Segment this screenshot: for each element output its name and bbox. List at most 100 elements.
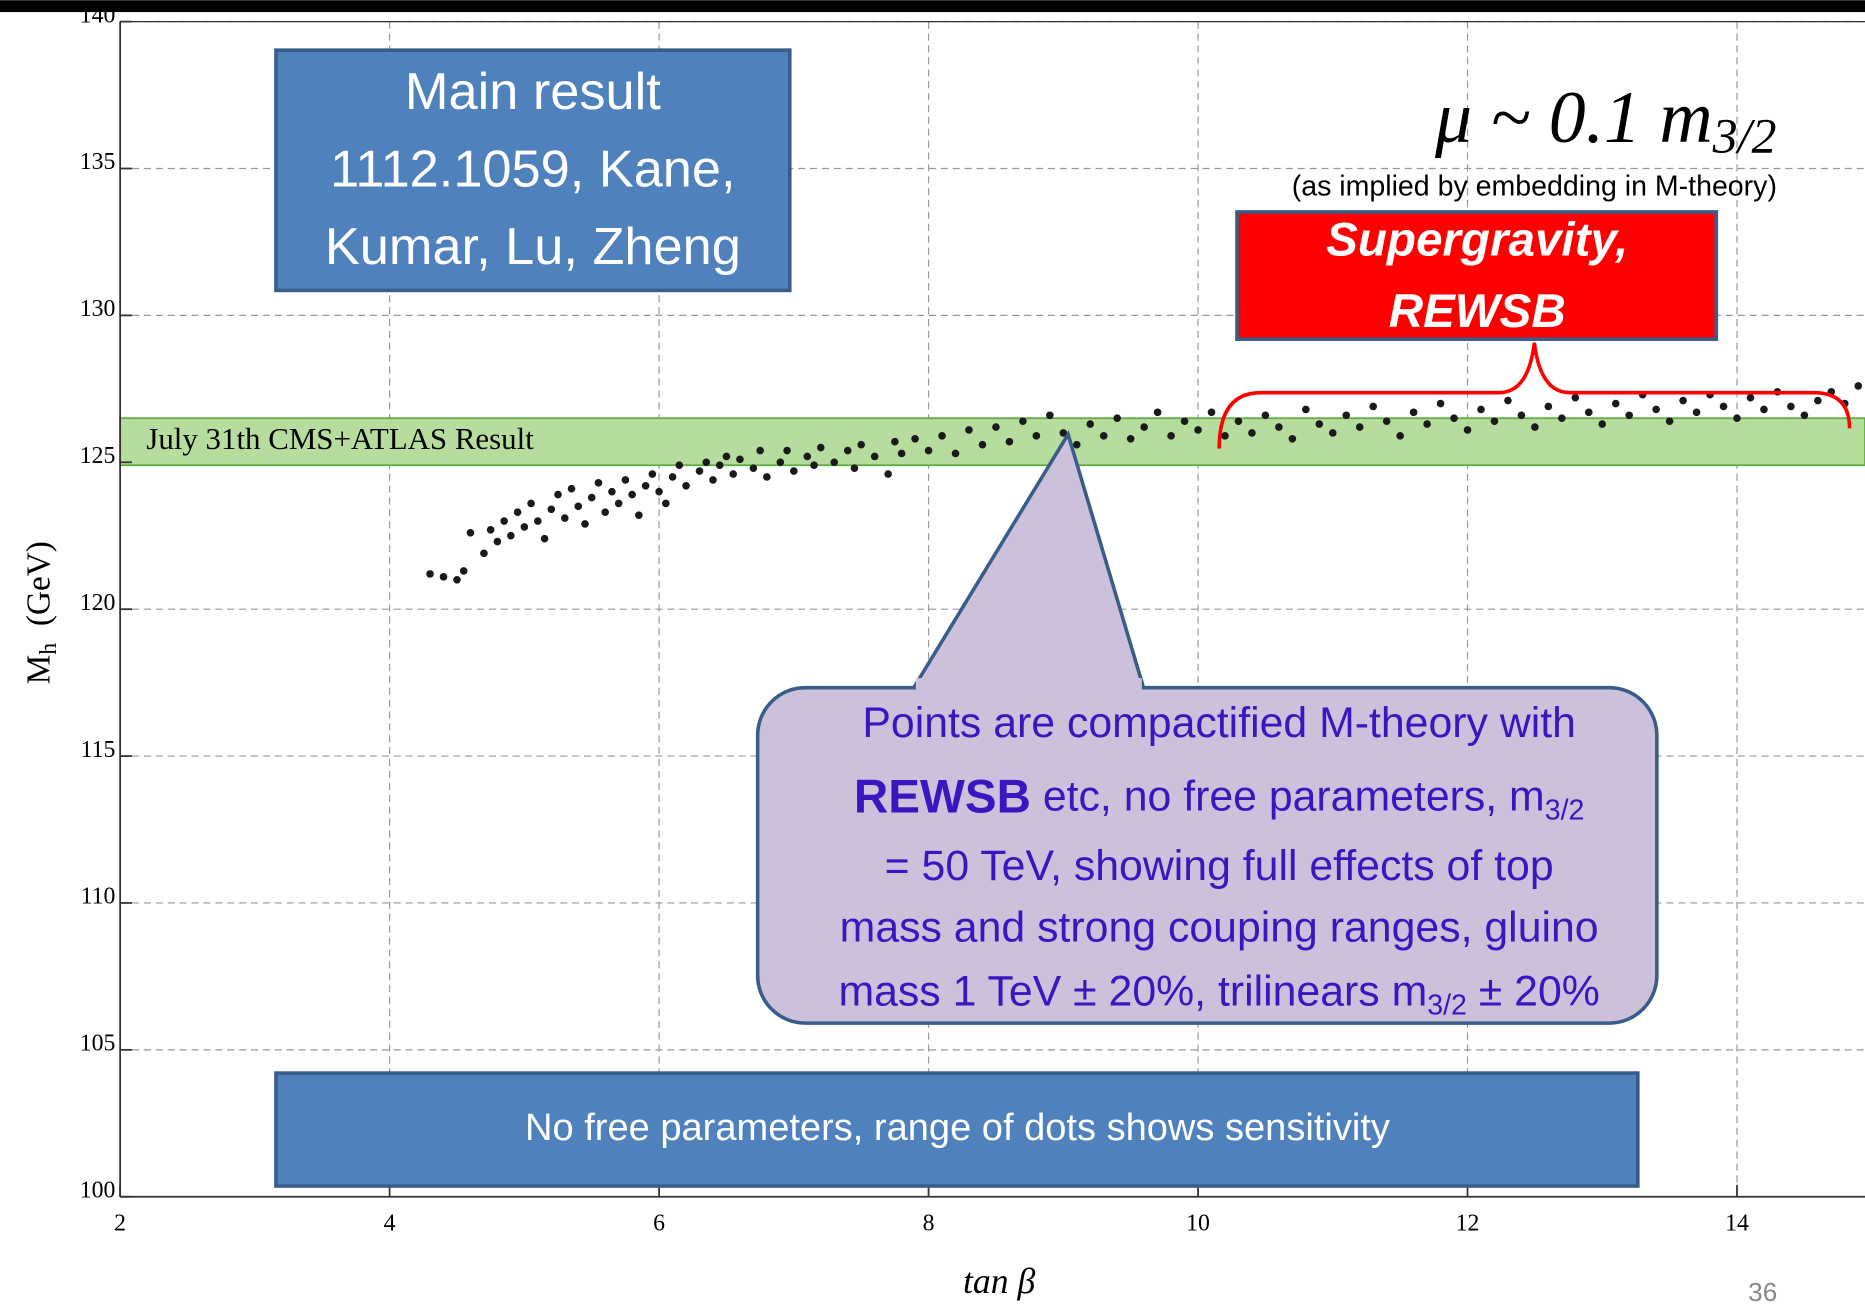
- point: [1140, 423, 1148, 431]
- brace: [1217, 342, 1852, 449]
- point: [776, 458, 785, 467]
- point: [790, 467, 798, 475]
- point: [675, 461, 684, 470]
- point: [1787, 402, 1795, 411]
- point: [891, 437, 899, 446]
- callout-line: mass and strong couping ranges, gluino: [840, 904, 1599, 952]
- callout-bold: REWSB: [854, 770, 1031, 823]
- y-label-unit: (GeV): [20, 541, 57, 626]
- point: [466, 528, 475, 537]
- point: [648, 470, 657, 478]
- point: [1531, 423, 1539, 431]
- point: [1046, 411, 1054, 420]
- point: [493, 537, 502, 546]
- point: [534, 517, 542, 525]
- supergravity-line: Supergravity,: [1326, 213, 1628, 266]
- point: [1652, 405, 1660, 414]
- point: [938, 432, 946, 440]
- point: [1450, 414, 1458, 423]
- callout-line: = 50 TeV, showing full effects of top: [885, 842, 1554, 890]
- point: [608, 487, 616, 496]
- main-result-box: [274, 48, 792, 293]
- point: [655, 487, 663, 496]
- point: [560, 514, 569, 522]
- point: [1342, 411, 1351, 420]
- point: [1167, 432, 1175, 440]
- point: [1072, 440, 1081, 449]
- point: [702, 458, 711, 467]
- point: [1477, 405, 1485, 414]
- point: [1355, 423, 1364, 431]
- point: [1275, 423, 1283, 431]
- x-tick-label: 14: [1725, 1211, 1749, 1237]
- point: [1261, 411, 1270, 420]
- point: [1248, 429, 1256, 437]
- point: [992, 423, 1000, 431]
- y-tick-label: 130: [80, 296, 116, 322]
- y-tick-label: 100: [80, 1177, 116, 1203]
- y-tick-label: 105: [80, 1031, 116, 1057]
- band-label: July 31th CMS+ATLAS Result: [146, 421, 534, 456]
- point: [1571, 393, 1580, 402]
- point: [1814, 396, 1822, 405]
- point: [500, 517, 508, 525]
- point: [513, 508, 522, 517]
- points: [426, 382, 1863, 584]
- point: [763, 473, 771, 481]
- point: [884, 470, 892, 478]
- point: [587, 493, 596, 502]
- point: [682, 481, 690, 490]
- point: [1558, 414, 1566, 423]
- callout-sub: 3/2: [1545, 794, 1585, 826]
- point: [1504, 396, 1512, 405]
- point: [924, 446, 933, 455]
- point: [729, 470, 737, 478]
- point: [547, 505, 556, 514]
- point: [965, 426, 973, 434]
- point: [810, 461, 818, 470]
- point: [749, 464, 758, 472]
- supergravity-box: [1235, 210, 1719, 341]
- point: [1544, 402, 1553, 411]
- point: [1719, 402, 1728, 411]
- point: [1396, 432, 1404, 440]
- point: [480, 549, 488, 558]
- point: [870, 452, 879, 461]
- point: [1692, 408, 1701, 417]
- point: [830, 458, 839, 467]
- point: [581, 520, 589, 528]
- point: [1760, 405, 1768, 414]
- mu-note: (as implied by embedding in M-theory): [1292, 171, 1777, 203]
- point: [756, 446, 764, 455]
- callout-box: [755, 685, 1659, 1025]
- mu-formula: μ ~ 0.1 m3/2: [1434, 76, 1776, 164]
- point: [911, 434, 919, 443]
- point: [736, 455, 744, 464]
- y-tick-label: 125: [80, 443, 116, 469]
- top-bar: [0, 0, 1865, 13]
- point: [1005, 437, 1014, 446]
- point: [486, 526, 495, 534]
- point: [635, 511, 643, 519]
- point: [1302, 405, 1310, 414]
- x-tick-label: 4: [384, 1211, 396, 1237]
- point: [1584, 408, 1593, 417]
- callout-sub: 3/2: [1427, 989, 1467, 1021]
- mu-sub: 3/2: [1712, 108, 1777, 164]
- point: [1207, 408, 1216, 417]
- point: [621, 476, 630, 484]
- bottom-text: No free parameters, range of dots shows …: [525, 1107, 1390, 1149]
- axes: 100 105 110 115 120 125 130 135 140 2 4 6 8 10 12 14: [80, 2, 1865, 1237]
- point: [1234, 417, 1243, 425]
- point: [594, 479, 603, 487]
- x-tick-label: 2: [114, 1211, 126, 1237]
- callout-text: etc, no free parameters, m: [1031, 773, 1545, 821]
- point: [1180, 417, 1189, 425]
- point: [1665, 417, 1674, 425]
- point: [1221, 432, 1229, 440]
- point: [1800, 411, 1809, 420]
- point: [614, 499, 623, 508]
- point: [668, 473, 677, 481]
- point: [453, 575, 461, 584]
